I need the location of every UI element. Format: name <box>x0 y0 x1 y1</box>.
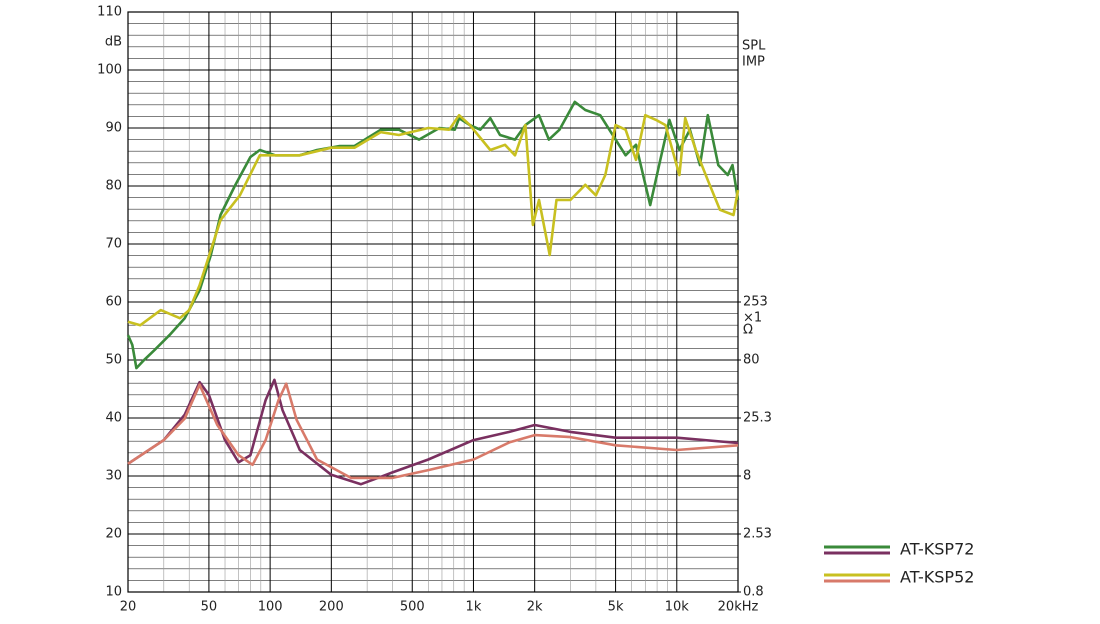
y-tick-label: 10 <box>105 585 122 600</box>
y-tick-label: 110 <box>97 5 122 20</box>
x-tick-label: 5k <box>608 600 624 615</box>
x-tick-label: 200 <box>319 600 344 615</box>
spl-line <box>127 113 740 327</box>
y2-tick-label: 0.8 <box>743 585 764 600</box>
y2-axis-unit: Ω <box>743 323 753 338</box>
impedance-line <box>127 378 739 486</box>
x-tick-label: 20 <box>120 600 137 615</box>
x-tick-label: 10k <box>665 600 690 615</box>
y-tick-label: 30 <box>105 469 122 484</box>
y2-tick-label: 253 <box>743 294 768 309</box>
y2-tick-label: 2.53 <box>743 526 772 541</box>
legend-label: AT-KSP52 <box>900 568 974 587</box>
axis-label: IMP <box>742 55 765 70</box>
y2-tick-label: 25.3 <box>743 410 772 425</box>
y2-tick-label: 80 <box>743 353 760 368</box>
legend-label: AT-KSP72 <box>900 540 974 559</box>
y-tick-label: 40 <box>105 411 122 426</box>
x-tick-label: 20kHz <box>718 600 759 615</box>
x-tick-label: 1k <box>466 600 482 615</box>
x-tick-label: 50 <box>201 600 218 615</box>
y-axis-label: dB <box>105 35 122 50</box>
y-tick-label: 100 <box>97 63 122 78</box>
x-tick-label: 500 <box>400 600 425 615</box>
y2-tick-label: 8 <box>743 469 751 484</box>
y-tick-label: 60 <box>105 295 122 310</box>
y-tick-label: 90 <box>105 121 122 136</box>
y-tick-label: 70 <box>105 237 122 252</box>
y-tick-label: 80 <box>105 179 122 194</box>
x-tick-label: 2k <box>527 600 543 615</box>
y-tick-label: 20 <box>105 527 122 542</box>
axis-label: SPL <box>742 39 766 54</box>
y2-axis-label: ×1 <box>743 311 762 326</box>
y-tick-label: 50 <box>105 353 122 368</box>
impedance-line <box>127 382 739 480</box>
x-tick-label: 100 <box>258 600 283 615</box>
